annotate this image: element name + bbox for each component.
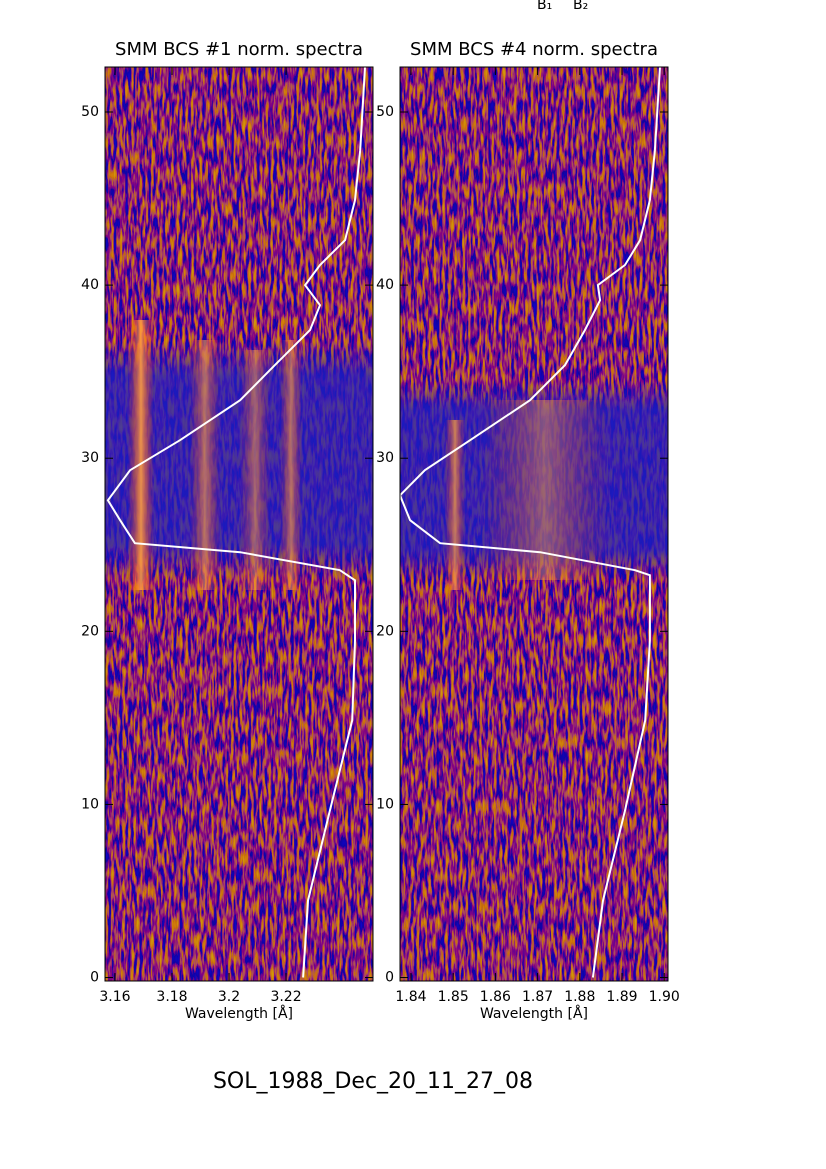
y-tick-label: 40 [81,277,99,293]
x-tick-label: 1.88 [564,989,595,1005]
header-label: B₂ [573,0,588,13]
x-tick-label: 3.2 [218,989,240,1005]
panel [104,66,374,982]
x-tick-label: 3.16 [99,989,130,1005]
x-tick-label: 1.89 [606,989,637,1005]
header-label: B₁ [537,0,552,13]
y-tick-label: 0 [385,970,394,986]
y-tick-label: 30 [376,450,394,466]
x-tick-label: 1.87 [522,989,553,1005]
spectrum-line [480,400,610,580]
plot-frame [104,66,374,982]
y-tick-label: 10 [81,796,99,812]
plot-frame [399,66,669,982]
x-tick-label: 1.84 [395,989,426,1005]
footer: SOL_1988_Dec_20_11_27_08 [213,1069,533,1094]
panel [398,66,669,982]
spectrum-line [445,420,465,590]
y-tick-label: 40 [376,277,394,293]
panel-title: SMM BCS #1 norm. spectra [115,39,363,60]
x-tick-label: 3.18 [156,989,187,1005]
spectrum-line [240,350,270,590]
y-tick-label: 50 [376,104,394,120]
y-tick-label: 10 [376,796,394,812]
x-tick-label: 3.22 [270,989,301,1005]
y-tick-label: 50 [81,104,99,120]
x-axis-label: Wavelength [Å] [185,1005,293,1022]
light-curve [106,66,366,978]
spectrum-line [280,340,302,590]
x-axis-label: Wavelength [Å] [480,1005,588,1022]
spectrum-line [128,320,154,590]
x-tick-label: 1.85 [438,989,469,1005]
y-tick-label: 20 [81,623,99,639]
y-tick-label: 20 [376,623,394,639]
panel-title: SMM BCS #4 norm. spectra [410,39,658,60]
y-tick-label: 0 [90,970,99,986]
y-tick-label: 30 [81,450,99,466]
x-tick-label: 1.86 [480,989,511,1005]
light-curve [398,66,661,978]
spectrum-line [190,340,220,590]
x-tick-label: 1.90 [649,989,680,1005]
